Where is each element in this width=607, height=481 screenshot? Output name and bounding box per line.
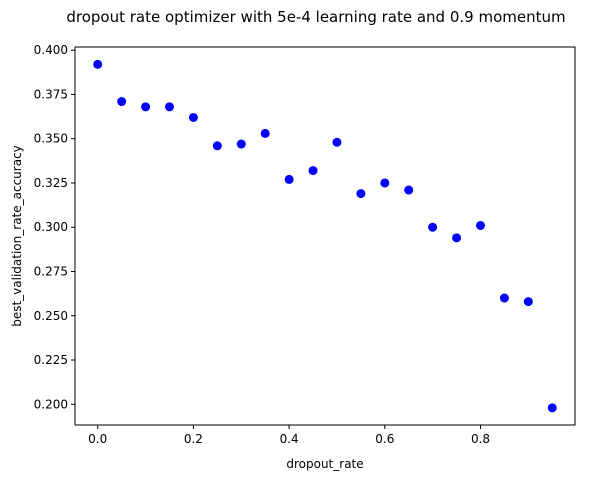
data-point — [452, 233, 462, 243]
x-tick-label: 0.2 — [184, 432, 203, 446]
data-point — [404, 185, 414, 195]
data-point — [117, 97, 127, 107]
data-point — [141, 102, 151, 112]
data-point — [188, 112, 198, 122]
plot-area: 0.0 0.2 0.4 0.6 0.8 0.200 0.225 0.250 0.275 0.30… — [34, 43, 576, 446]
y-tick-label: 0.375 — [34, 87, 68, 101]
y-tick-label: 0.350 — [34, 132, 68, 146]
y-tick-label: 0.275 — [34, 264, 68, 278]
data-points — [93, 59, 557, 413]
y-axis: 0.200 0.225 0.250 0.275 0.300 0.325 0.350 0.375… — [34, 43, 75, 411]
data-point — [308, 166, 318, 176]
data-point — [212, 141, 222, 151]
data-point — [428, 222, 438, 232]
data-point — [164, 102, 174, 112]
data-point — [547, 403, 557, 413]
y-tick-label: 0.200 — [34, 397, 68, 411]
y-tick-label: 0.400 — [34, 43, 68, 57]
y-tick-label: 0.325 — [34, 176, 68, 190]
data-point — [260, 128, 270, 138]
x-tick-label: 0.4 — [280, 432, 299, 446]
y-tick-label: 0.250 — [34, 309, 68, 323]
x-tick-label: 0.6 — [375, 432, 394, 446]
x-tick-label: 0.8 — [471, 432, 490, 446]
y-tick-label: 0.225 — [34, 353, 68, 367]
data-point — [476, 220, 486, 230]
y-axis-label: best_validation_rate_accuracy — [10, 145, 24, 327]
data-point — [284, 174, 294, 184]
data-point — [499, 293, 509, 303]
data-point — [236, 139, 246, 149]
x-tick-label: 0.0 — [88, 432, 107, 446]
data-point — [523, 297, 533, 307]
x-axis: 0.0 0.2 0.4 0.6 0.8 — [88, 425, 490, 446]
data-point — [332, 137, 342, 147]
plot-frame — [74, 46, 576, 426]
data-point — [380, 178, 390, 188]
data-point — [93, 59, 103, 69]
y-tick-label: 0.300 — [34, 220, 68, 234]
x-axis-label: dropout_rate — [286, 457, 363, 471]
chart-title: dropout rate optimizer with 5e-4 learnin… — [66, 8, 565, 26]
data-point — [356, 189, 366, 199]
